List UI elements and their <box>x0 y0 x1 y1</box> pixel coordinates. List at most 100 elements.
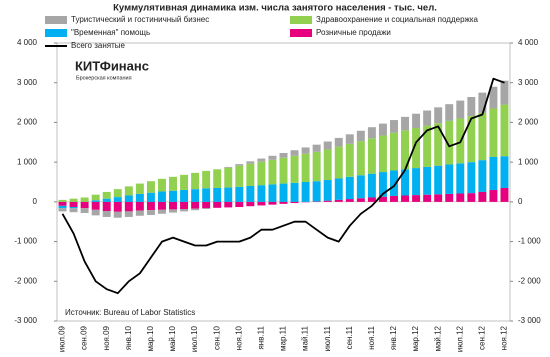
bar <box>279 157 288 184</box>
bar <box>169 201 177 210</box>
bar <box>489 86 498 109</box>
x-tick-label: июл.12 <box>455 325 464 352</box>
bar <box>69 208 78 213</box>
logo-tagline: Брокерская компания <box>76 75 132 81</box>
bar <box>102 198 111 202</box>
bar <box>378 123 387 136</box>
bar <box>69 201 78 208</box>
bar <box>191 208 200 211</box>
bar <box>257 201 266 206</box>
x-tick-label: май.11 <box>301 325 310 350</box>
bar <box>323 149 332 181</box>
legend-swatch <box>290 29 312 37</box>
bar <box>290 155 299 183</box>
bar <box>434 165 443 195</box>
bar <box>58 201 67 206</box>
y-tick-label: -1 000 <box>14 237 37 246</box>
bar <box>257 161 266 186</box>
bar <box>113 211 122 218</box>
x-tick-label: июл.11 <box>323 325 332 351</box>
bar <box>213 169 222 188</box>
bar <box>434 194 443 202</box>
bar <box>423 194 432 202</box>
bar <box>213 187 222 202</box>
y2-tick-label: 2 000 <box>518 118 539 127</box>
bar <box>356 130 365 142</box>
bar <box>169 190 177 202</box>
y2-tick-label: -1 000 <box>518 237 541 246</box>
bar <box>157 178 166 192</box>
bar <box>467 193 476 202</box>
bar <box>202 208 211 210</box>
bar <box>213 201 222 208</box>
bar <box>146 201 155 211</box>
bar <box>445 120 454 165</box>
bar <box>356 141 365 176</box>
y2-tick-label: 0 <box>518 197 523 206</box>
bar <box>91 194 100 201</box>
bar <box>69 207 78 209</box>
y-tick-label: 4 000 <box>17 38 38 47</box>
bar <box>235 165 244 187</box>
y-tick-label: -3 000 <box>14 316 37 325</box>
legend-label: Туристический и гостиничный бизнес <box>71 15 209 24</box>
bar <box>412 195 421 202</box>
bar <box>157 191 166 202</box>
bar <box>290 150 299 156</box>
bar <box>191 189 200 202</box>
bar <box>246 163 255 186</box>
bar <box>146 210 155 215</box>
x-tick-label: май.12 <box>433 325 442 351</box>
bar <box>58 205 67 209</box>
x-tick-label: ноя.12 <box>500 325 509 350</box>
bar <box>224 187 233 202</box>
bar <box>301 153 310 182</box>
bar <box>345 176 354 200</box>
bar <box>500 187 509 202</box>
bar <box>268 184 277 202</box>
bar <box>246 185 255 202</box>
bar <box>390 195 398 202</box>
bar <box>279 153 288 158</box>
bar <box>334 146 343 179</box>
bar <box>312 144 321 152</box>
bar <box>390 170 398 196</box>
bar <box>367 138 376 174</box>
bar <box>80 201 89 209</box>
bar <box>290 201 299 204</box>
bar <box>401 195 410 202</box>
bar <box>135 183 144 194</box>
y-tick-label: 1 000 <box>17 157 38 166</box>
bar <box>467 97 476 117</box>
bar <box>102 210 111 217</box>
bar <box>169 209 177 213</box>
x-tick-label: мар.10 <box>146 325 155 351</box>
bar <box>58 208 67 212</box>
bar <box>423 125 432 167</box>
bar <box>378 172 387 197</box>
y-tick-label: 0 <box>33 197 38 206</box>
bar <box>423 110 432 126</box>
bar <box>113 189 122 198</box>
bar <box>202 188 211 202</box>
bar <box>257 185 266 202</box>
bar <box>279 183 288 202</box>
bar <box>180 174 189 190</box>
bar <box>390 120 398 133</box>
x-tick-label: мар.12 <box>411 325 420 351</box>
legend-label: Всего занятые <box>71 41 125 50</box>
bar <box>500 104 509 157</box>
plot-frame <box>56 42 511 322</box>
bar <box>113 197 122 202</box>
bar <box>378 196 387 202</box>
bar <box>124 195 133 202</box>
bar <box>268 155 277 160</box>
x-tick-label: ноя.10 <box>234 325 243 350</box>
bar <box>445 164 454 194</box>
bar <box>412 168 421 196</box>
bar <box>390 132 398 171</box>
bar <box>456 193 465 202</box>
bar <box>323 200 332 202</box>
bar <box>345 199 354 202</box>
bar <box>202 170 211 189</box>
